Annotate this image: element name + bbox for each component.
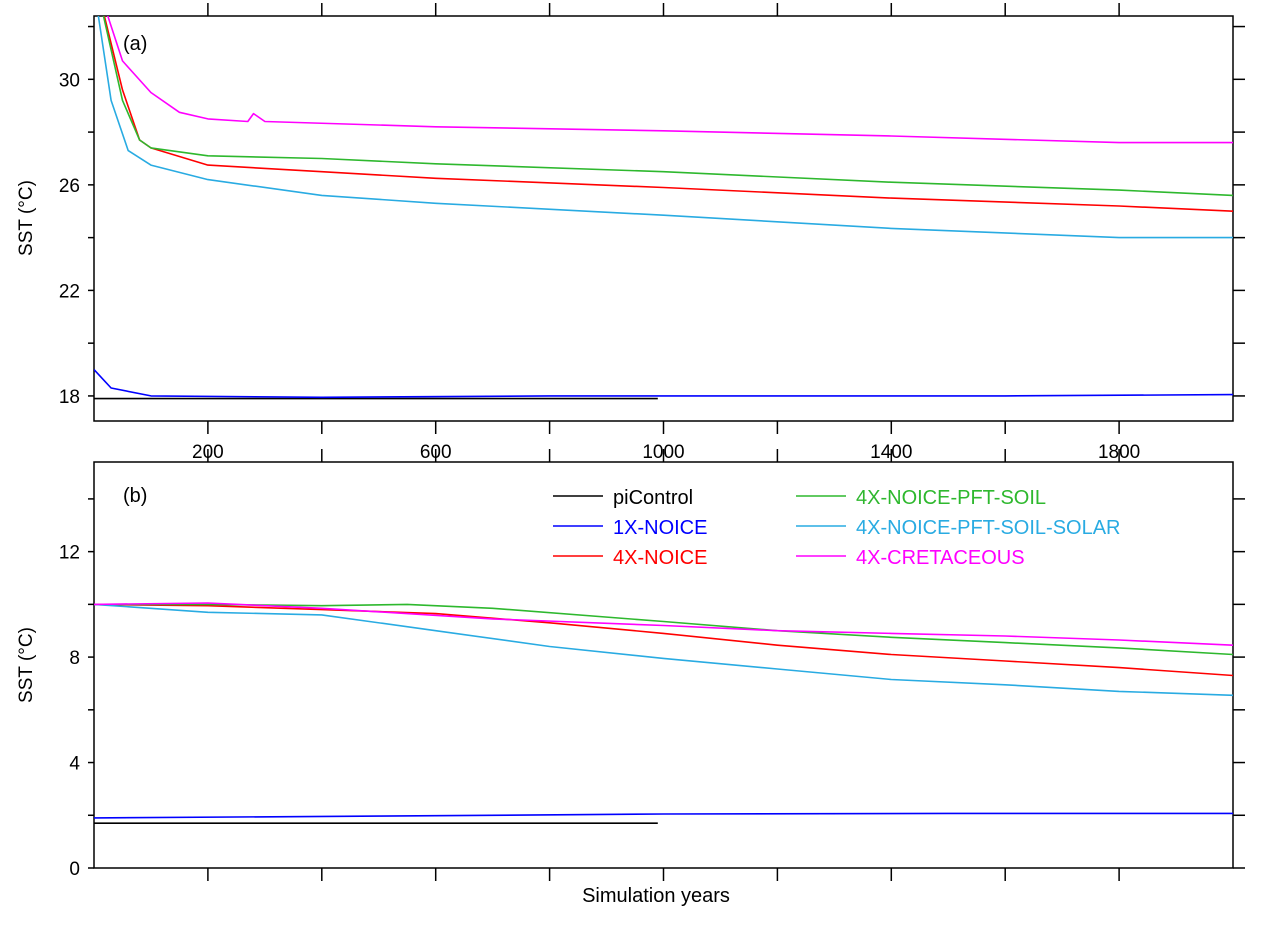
series-line-a-1x-noice [94, 369, 1233, 399]
y-tick-label: 30 [59, 70, 80, 91]
series-line-b-4x-noice [94, 603, 1233, 677]
plot-frame [93, 15, 1234, 422]
y-tick-label: 0 [69, 859, 80, 880]
legend-label: 4X-NOICE [613, 547, 707, 569]
series-line-a-4x-noice-pft-soil-solar [97, 16, 1233, 239]
y-tick-label: 26 [59, 176, 80, 197]
series-line-b-4x-cretaceous [94, 602, 1233, 646]
legend-label: 1X-NOICE [613, 517, 707, 539]
legend-label: 4X-NOICE-PFT-SOIL-SOLAR [856, 517, 1121, 539]
series-line-a-4x-noice [103, 16, 1233, 212]
panel-b-label: (b) [123, 485, 147, 507]
legend: piControl 1X-NOICE 4X-NOICE 4X-NOICE-PFT-SO… [553, 487, 1121, 569]
panel-b: 0 4 8 12 [59, 449, 1245, 881]
series-line-b-4x-noice-pft-soil-solar [94, 603, 1233, 697]
y-tick-label: 4 [69, 754, 80, 775]
series-line-a-4x-noice-pft-soil [102, 16, 1233, 197]
legend-label: piControl [613, 487, 693, 509]
y-tick-label: 12 [59, 543, 80, 564]
y-tick-label: 22 [59, 281, 80, 302]
panel-b-ylabel: SST (°C) [16, 627, 37, 703]
legend-label: 4X-CRETACEOUS [856, 547, 1025, 569]
series-line-a-4x-cretaceous [106, 16, 1233, 144]
x-axis-label: Simulation years [582, 885, 730, 907]
panel-a-label: (a) [123, 33, 147, 55]
y-tick-label: 18 [59, 387, 80, 408]
legend-label: 4X-NOICE-PFT-SOIL [856, 487, 1046, 509]
series-line-b-1x-noice [94, 812, 1233, 819]
y-tick-label: 8 [69, 648, 80, 669]
panel-a-ylabel: SST (°C) [16, 180, 37, 256]
series-line-b-4x-noice-pft-soil [94, 603, 1233, 656]
